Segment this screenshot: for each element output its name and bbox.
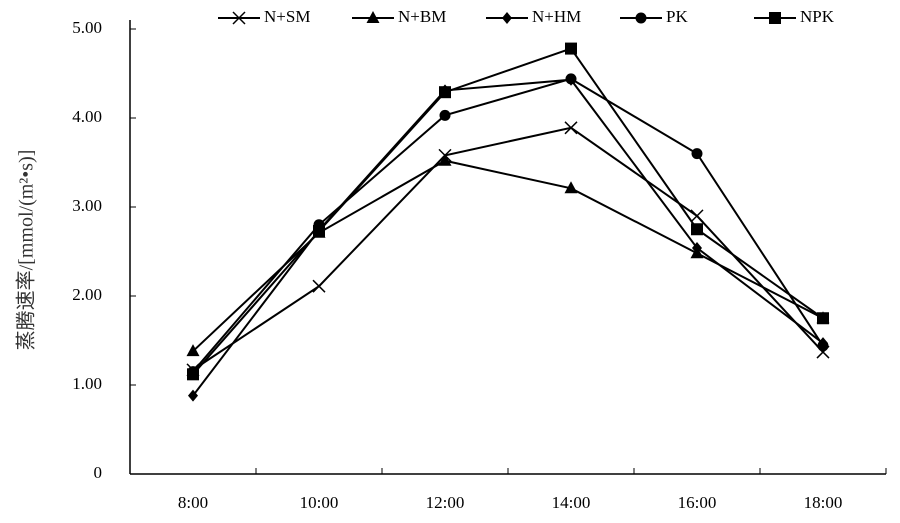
data-point: [565, 73, 577, 85]
data-point: [438, 153, 452, 166]
series-line: [192, 47, 824, 375]
legend-marker: [635, 12, 647, 24]
y-tick-label: 1.00: [72, 374, 102, 393]
data-point: [186, 344, 200, 357]
y-tick-label: 0: [94, 463, 103, 482]
legend-label: NPK: [800, 7, 835, 26]
series-line: [192, 77, 824, 373]
legend-label: N+SM: [264, 7, 310, 26]
data-point: [312, 279, 326, 293]
data-point: [691, 223, 703, 236]
data-point: [313, 225, 325, 238]
legend-marker: [366, 11, 380, 23]
legend-marker: [232, 11, 246, 25]
y-tick-label: 5.00: [72, 18, 102, 37]
x-tick-label: 16:00: [678, 493, 717, 512]
legend-marker: [769, 12, 781, 24]
x-tick-label: 14:00: [552, 493, 591, 512]
data-point: [691, 148, 703, 160]
y-tick-label: 2.00: [72, 285, 102, 304]
data-point: [188, 389, 198, 402]
series-line: [192, 78, 824, 397]
data-point: [564, 121, 578, 135]
y-tick-label: 4.00: [72, 107, 102, 126]
data-point: [439, 109, 451, 121]
series-line: [192, 159, 824, 352]
x-tick-label: 10:00: [300, 493, 339, 512]
x-tick-label: 8:00: [178, 493, 208, 512]
data-point: [439, 86, 451, 99]
data-point: [564, 181, 578, 194]
x-tick-label: 18:00: [804, 493, 843, 512]
y-tick-label: 3.00: [72, 196, 102, 215]
y-axis-label: 蒸腾速率/[mmol/(m²•s)]: [15, 150, 38, 351]
x-tick-label: 12:00: [426, 493, 465, 512]
legend-label: PK: [666, 7, 688, 26]
data-point: [187, 368, 199, 381]
legend-marker: [502, 12, 512, 24]
data-point: [565, 42, 577, 55]
data-point: [817, 312, 829, 325]
data-point: [817, 340, 829, 352]
legend-label: N+BM: [398, 7, 446, 26]
series-line: [192, 126, 824, 371]
data-point: [690, 209, 704, 223]
data-point: [692, 241, 702, 254]
legend-label: N+HM: [532, 7, 581, 26]
